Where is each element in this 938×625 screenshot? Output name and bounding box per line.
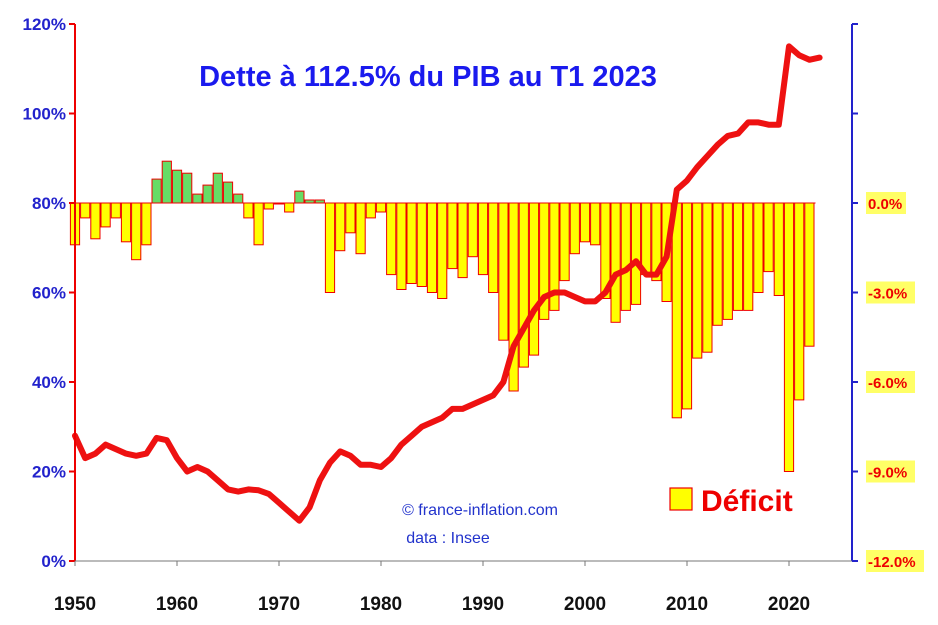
deficit-bar — [100, 202, 111, 228]
deficit-bar — [131, 202, 142, 261]
deficit-bar — [569, 202, 580, 255]
x-tick-label: 2000 — [564, 594, 606, 615]
deficit-bar — [386, 202, 397, 276]
deficit-bar — [743, 202, 754, 311]
debt-line — [72, 43, 823, 524]
deficit-bar — [284, 202, 295, 213]
left-tick-label: 80% — [32, 194, 66, 213]
right-tick-label: -3.0% — [868, 286, 907, 303]
deficit-bar — [324, 202, 336, 293]
deficit-bar — [263, 202, 274, 210]
deficit-bar — [620, 202, 631, 311]
right-tick-highlight — [866, 281, 915, 304]
deficit-bar — [345, 202, 356, 234]
x-tick-label: 2010 — [666, 594, 708, 615]
deficit-bar — [559, 202, 570, 282]
right-tick-label: -12.0% — [868, 554, 916, 571]
deficit-bar — [457, 202, 468, 279]
deficit-bar — [233, 193, 244, 204]
deficit-bar — [222, 181, 234, 204]
deficit-bar — [243, 202, 254, 219]
deficit-bar — [681, 202, 693, 410]
deficit-bar — [110, 202, 121, 219]
right-tick-highlight — [866, 192, 906, 214]
deficit-bar — [722, 202, 733, 320]
debt-line-layer — [72, 43, 823, 524]
x-tick-label: 1980 — [360, 594, 402, 615]
deficit-bar — [794, 202, 805, 401]
legend-swatch — [669, 487, 693, 511]
deficit-bar — [192, 193, 203, 204]
right-tick-highlight — [866, 460, 915, 483]
deficit-bar — [447, 202, 458, 270]
left-tick-label: 120% — [23, 15, 66, 34]
deficit-bar — [641, 202, 652, 276]
deficit-bar — [488, 202, 499, 293]
deficit-bar — [355, 202, 366, 255]
deficit-bar — [590, 202, 601, 246]
deficit-bar — [712, 202, 723, 326]
left-tick-label: 60% — [32, 284, 66, 303]
x-tick-label: 2020 — [768, 594, 810, 615]
deficit-bar — [141, 202, 152, 246]
left-tick-label: 20% — [32, 463, 66, 482]
source-text: data : Insee — [406, 530, 490, 547]
right-tick-label: -9.0% — [868, 465, 907, 482]
x-tick-label: 1950 — [54, 594, 96, 615]
deficit-bar — [202, 184, 213, 204]
deficit-bar — [120, 202, 132, 243]
deficit-bar — [467, 202, 478, 258]
left-tick-label: 100% — [23, 105, 66, 124]
deficit-bar — [406, 202, 417, 284]
deficit-bar — [773, 202, 784, 296]
right-tick-highlight — [866, 371, 915, 393]
deficit-bar — [335, 202, 346, 252]
deficit-bar — [171, 169, 183, 204]
left-tick-label: 40% — [32, 373, 66, 392]
x-tick-label: 1960 — [156, 594, 198, 615]
deficit-bar — [182, 172, 193, 204]
deficit-bar — [375, 202, 387, 213]
deficit-bar — [90, 202, 101, 240]
deficit-bar — [671, 202, 682, 419]
chart-title: Dette à 112.5% du PIB au T1 2023 — [199, 61, 657, 93]
deficit-bar — [365, 202, 376, 219]
legend-label: Déficit — [701, 485, 793, 518]
deficit-bar — [692, 202, 703, 359]
deficit-bar — [702, 202, 713, 353]
deficit-bar — [610, 202, 621, 323]
tick-labels: 0% 20% 40% 60% 80% 100% 120% 0.0% -3.0% -6.0% -9.0… — [23, 15, 924, 615]
deficit-bar — [763, 202, 774, 273]
right-tick-label: -6.0% — [868, 375, 907, 392]
deficit-bar — [161, 160, 172, 204]
right-tick-highlight — [866, 550, 924, 572]
credit-text: © france-inflation.com — [402, 502, 558, 519]
deficit-bar — [528, 202, 540, 356]
deficit-bar — [477, 202, 489, 276]
deficit-bar — [396, 202, 407, 290]
deficit-bar — [498, 202, 509, 341]
deficit-bar — [80, 202, 91, 219]
left-tick-label: 0% — [41, 552, 66, 571]
deficit-bar — [426, 202, 438, 293]
deficit-bar — [804, 202, 815, 347]
x-tick-label: 1970 — [258, 594, 300, 615]
deficit-bar — [518, 202, 529, 368]
deficit-bar — [579, 202, 591, 243]
right-tick-label: 0.0% — [868, 196, 902, 213]
deficit-bar — [151, 178, 162, 204]
deficit-bar — [212, 172, 223, 204]
deficit-bar — [753, 202, 764, 293]
x-tick-label: 1990 — [462, 594, 504, 615]
deficit-bar — [416, 202, 427, 287]
deficit-bar — [783, 202, 795, 472]
deficit-bar — [630, 202, 642, 305]
deficit-bar — [253, 202, 264, 246]
deficit-bar — [732, 202, 744, 311]
deficit-bars — [69, 160, 816, 472]
deficit-bar — [437, 202, 448, 299]
deficit-bar — [294, 190, 305, 204]
